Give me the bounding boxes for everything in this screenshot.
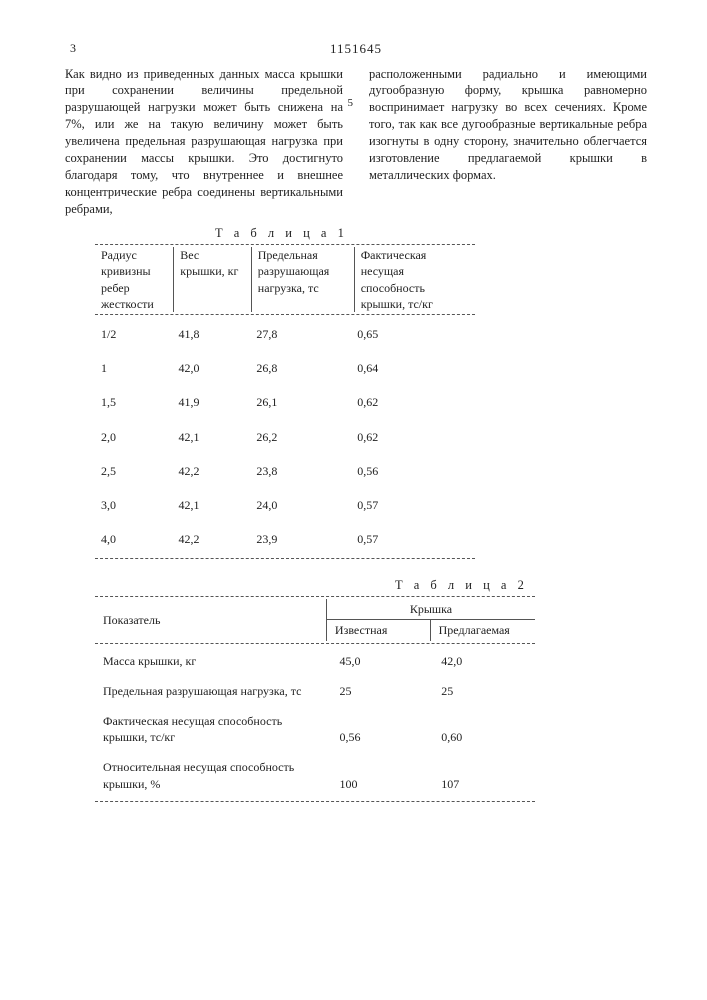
table-row: 2,542,223,80,56 xyxy=(95,454,475,488)
table2-head: Показатель Крышка Известная Предлагаемая xyxy=(95,599,535,640)
table1-cell: 0,64 xyxy=(351,351,475,385)
table-row: 1/241,827,80,65 xyxy=(95,317,475,351)
body-columns: Как видно из приведенных данных масса кр… xyxy=(65,66,647,218)
table1-cell: 2,0 xyxy=(95,420,172,454)
table1-rule-top xyxy=(95,244,475,245)
table2-cell: 107 xyxy=(433,752,535,798)
table-row: 4,042,223,90,57 xyxy=(95,522,475,556)
table-row: 142,026,80,64 xyxy=(95,351,475,385)
table1-col-1: Вес крышки, кг xyxy=(174,247,251,312)
right-column: расположенными радиально и имеющими дуго… xyxy=(369,66,647,218)
table2-rule-mid xyxy=(95,643,535,644)
table1-cell: 26,1 xyxy=(250,385,351,419)
table2-body: Масса крышки, кг45,042,0Предельная разру… xyxy=(95,646,535,799)
table-row: Фактическая несущая способность крышки, … xyxy=(95,706,535,752)
paragraph-right: расположенными радиально и имеющими дуго… xyxy=(369,66,647,184)
table1-cell: 0,62 xyxy=(351,385,475,419)
table2-cell: 42,0 xyxy=(433,646,535,676)
table1-cell: 0,57 xyxy=(351,488,475,522)
table1-cell: 0,57 xyxy=(351,522,475,556)
table1-cell: 42,2 xyxy=(172,522,250,556)
table1-cell: 23,8 xyxy=(250,454,351,488)
table1-body: 1/241,827,80,65142,026,80,641,541,926,10… xyxy=(95,317,475,556)
table2-cell: Предельная разрушающая нагрузка, тс xyxy=(95,676,332,706)
table2-cell: 0,56 xyxy=(332,706,434,752)
table2-cell: Фактическая несущая способность крышки, … xyxy=(95,706,332,752)
table1-rule-bottom xyxy=(95,558,475,559)
table-row: 3,042,124,00,57 xyxy=(95,488,475,522)
table1-cell: 41,8 xyxy=(172,317,250,351)
table1-cell: 42,1 xyxy=(172,420,250,454)
table1-cell: 26,2 xyxy=(250,420,351,454)
table1-cell: 2,5 xyxy=(95,454,172,488)
table1-title: Т а б л и ц а 1 xyxy=(215,225,647,242)
table1-cell: 26,8 xyxy=(250,351,351,385)
table1-cell: 24,0 xyxy=(250,488,351,522)
table1-cell: 1/2 xyxy=(95,317,172,351)
table-row: 2,042,126,20,62 xyxy=(95,420,475,454)
table2: Показатель Крышка Известная Предлагаемая xyxy=(95,599,535,640)
table1-cell: 42,2 xyxy=(172,454,250,488)
table1-cell: 23,9 xyxy=(250,522,351,556)
document-number: 1151645 xyxy=(65,40,647,58)
left-column: Как видно из приведенных данных масса кр… xyxy=(65,66,343,218)
table1-cell: 1,5 xyxy=(95,385,172,419)
paragraph-left: Как видно из приведенных данных масса кр… xyxy=(65,66,343,218)
table2-header-main: Показатель xyxy=(95,599,326,640)
table1-col-0: Радиус кривизны ребер жесткости xyxy=(95,247,174,312)
table2-cell: 100 xyxy=(332,752,434,798)
table1-rule-mid xyxy=(95,314,475,315)
table-row: 1,541,926,10,62 xyxy=(95,385,475,419)
table2-subheader-0: Известная xyxy=(326,620,430,641)
table1-cell: 0,65 xyxy=(351,317,475,351)
table2-title: Т а б л и ц а 2 xyxy=(395,577,647,594)
table-row: Относительная несущая способность крышки… xyxy=(95,752,535,798)
table1-cell: 0,62 xyxy=(351,420,475,454)
table-row: Предельная разрушающая нагрузка, тс2525 xyxy=(95,676,535,706)
table1-cell: 42,0 xyxy=(172,351,250,385)
table1-cell: 41,9 xyxy=(172,385,250,419)
table1-head: Радиус кривизны ребер жесткости Вес крыш… xyxy=(95,247,475,312)
table1-cell: 1 xyxy=(95,351,172,385)
table2-rule-bottom xyxy=(95,801,535,802)
table1-col-3: Фактическая несущая способность крышки, … xyxy=(354,247,475,312)
table2-cell: Относительная несущая способность крышки… xyxy=(95,752,332,798)
table2-cell: 45,0 xyxy=(332,646,434,676)
line-marker-5: 5 xyxy=(348,96,354,111)
table2-cell: 25 xyxy=(433,676,535,706)
table-row: Масса крышки, кг45,042,0 xyxy=(95,646,535,676)
table2-header-group: Крышка xyxy=(326,599,535,620)
table2-subheader-1: Предлагаемая xyxy=(430,620,535,641)
table1-cell: 42,1 xyxy=(172,488,250,522)
table1-cell: 0,56 xyxy=(351,454,475,488)
table2-rule-top xyxy=(95,596,535,597)
table1: Радиус кривизны ребер жесткости Вес крыш… xyxy=(95,247,475,312)
table1-cell: 3,0 xyxy=(95,488,172,522)
table1-cell: 27,8 xyxy=(250,317,351,351)
table1-col-2: Предельная разрушающая нагрузка, тс xyxy=(251,247,354,312)
page: 3 1151645 Как видно из приведенных данны… xyxy=(0,0,707,1000)
table2-cell: 0,60 xyxy=(433,706,535,752)
table2-cell: Масса крышки, кг xyxy=(95,646,332,676)
table2-cell: 25 xyxy=(332,676,434,706)
page-corner-number: 3 xyxy=(70,40,76,56)
table1-cell: 4,0 xyxy=(95,522,172,556)
